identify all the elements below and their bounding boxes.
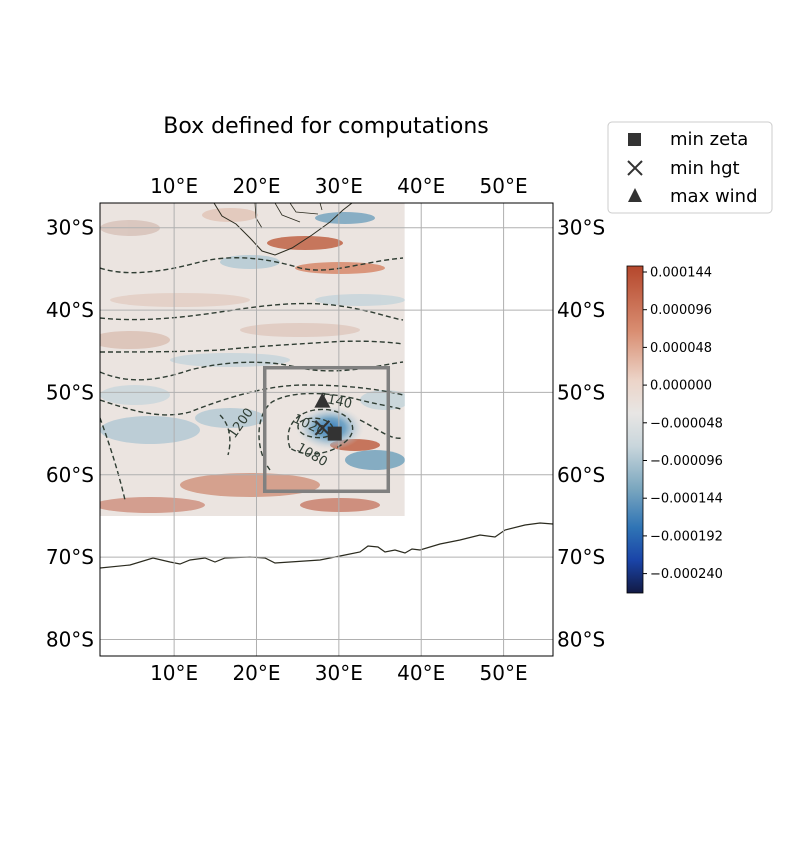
colorbar: 0.000144 0.000096 0.000048 0.000000 −0.00004…	[626, 265, 723, 594]
y-tick-label-left: 40°S	[46, 298, 94, 322]
colorbar-tick-label: 0.000096	[650, 303, 712, 318]
y-tick-label-left: 70°S	[46, 545, 94, 569]
triangle-icon	[628, 188, 642, 202]
min-hgt-marker	[314, 420, 331, 436]
x-tick-label-bottom: 10°E	[150, 661, 198, 685]
axes-frame	[99, 202, 554, 657]
field-band	[202, 208, 258, 222]
legend: min zeta min hgt max wind	[607, 121, 773, 214]
field-band	[315, 212, 375, 224]
x-tick-label-bottom: 30°E	[315, 661, 363, 685]
colorbar-tick-label: 0.000000	[650, 379, 712, 394]
computation-box	[262, 365, 391, 494]
colorbar-tick-label: 0.000048	[650, 341, 712, 356]
field-band	[300, 498, 380, 512]
field-band	[345, 450, 405, 470]
y-tick-label-right: 70°S	[557, 545, 605, 569]
x-tick-label-bottom: 20°E	[232, 661, 280, 685]
colorbar-ramp	[626, 265, 644, 594]
field-band	[267, 236, 343, 250]
field-band	[180, 473, 320, 497]
chart-title: Box defined for computations	[163, 114, 489, 139]
field-band	[100, 416, 200, 444]
colorbar-tick-label: −0.000048	[650, 416, 723, 431]
legend-frame	[607, 121, 773, 214]
y-tick-label-right: 50°S	[557, 380, 605, 404]
min-zeta-marker	[327, 426, 342, 441]
x-tick-label-bottom: 50°E	[480, 661, 528, 685]
field-band	[360, 390, 405, 410]
x-tick-label-top: 30°E	[315, 174, 363, 198]
field-band	[100, 497, 205, 513]
y-tick-label-right: 60°S	[557, 463, 605, 487]
colorbar-tick-label: −0.000096	[650, 454, 723, 469]
markers	[314, 392, 342, 441]
x-tick-label-bottom: 40°E	[397, 661, 445, 685]
coastline-antarctica	[100, 522, 553, 569]
vorticity-field	[100, 203, 405, 516]
map-panel	[100, 203, 553, 569]
field-band	[110, 293, 250, 307]
tick-labels: 10°E 10°E 20°E 20°E 30°E 30°E 40°E 40°E 50°E 50°E…	[46, 174, 605, 685]
y-tick-label-right: 40°S	[557, 298, 605, 322]
legend-label: min zeta	[670, 129, 748, 150]
colorbar-tick-label: 0.000144	[650, 266, 712, 281]
y-tick-label-right: 80°S	[557, 628, 605, 652]
field-band	[315, 294, 405, 306]
y-tick-label-left: 50°S	[46, 380, 94, 404]
legend-label: max wind	[670, 186, 758, 207]
max-wind-marker	[314, 392, 331, 408]
y-tick-label-left: 80°S	[46, 628, 94, 652]
field-band	[220, 255, 280, 269]
field-band	[100, 385, 170, 405]
y-tick-label-left: 30°S	[46, 216, 94, 240]
y-tick-label-right: 30°S	[557, 216, 605, 240]
field-band	[195, 408, 265, 428]
x-tick-label-top: 40°E	[397, 174, 445, 198]
square-icon	[628, 133, 641, 146]
colorbar-tick-label: −0.000192	[650, 529, 723, 544]
field-band	[100, 331, 170, 349]
field-band	[170, 353, 290, 367]
colorbar-ticks: 0.000144 0.000096 0.000048 0.000000 −0.00004…	[643, 266, 723, 582]
x-icon	[627, 160, 643, 176]
colorbar-tick-label: −0.000240	[650, 567, 723, 582]
gridlines	[100, 203, 553, 656]
x-tick-label-top: 10°E	[150, 174, 198, 198]
x-tick-label-top: 50°E	[480, 174, 528, 198]
x-tick-label-top: 20°E	[232, 174, 280, 198]
legend-label: min hgt	[670, 158, 740, 179]
field-band	[240, 323, 360, 337]
colorbar-tick-label: −0.000144	[650, 492, 723, 507]
y-tick-label-left: 60°S	[46, 463, 94, 487]
